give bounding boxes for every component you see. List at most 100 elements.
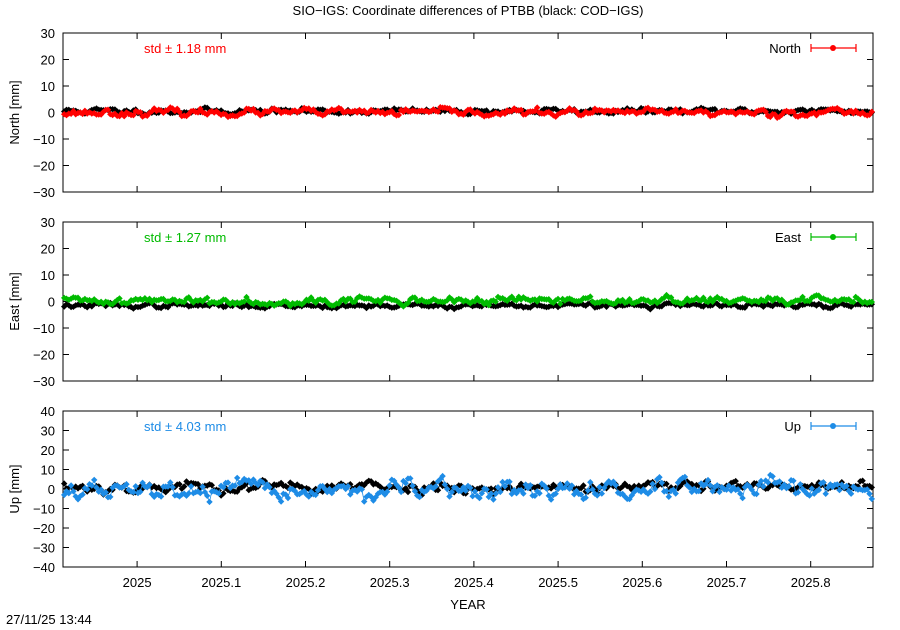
data-point bbox=[852, 107, 859, 114]
data-point bbox=[774, 295, 781, 302]
data-point bbox=[654, 476, 661, 483]
data-point bbox=[776, 478, 783, 485]
data-point bbox=[642, 488, 649, 496]
data-point bbox=[857, 486, 864, 493]
data-point bbox=[755, 481, 762, 488]
data-point bbox=[847, 303, 855, 310]
data-point bbox=[247, 480, 255, 487]
data-point bbox=[434, 108, 442, 115]
data-point bbox=[564, 107, 571, 115]
data-point bbox=[587, 293, 594, 300]
data-point bbox=[598, 107, 605, 114]
data-point bbox=[744, 108, 751, 115]
data-point bbox=[547, 298, 555, 305]
data-point bbox=[534, 104, 541, 111]
legend-marker bbox=[830, 45, 836, 51]
y-tick-label: 10 bbox=[41, 268, 55, 283]
data-point bbox=[587, 299, 594, 307]
data-point bbox=[123, 109, 130, 116]
data-point bbox=[123, 300, 130, 307]
data-point bbox=[637, 104, 645, 112]
data-point bbox=[441, 481, 449, 488]
data-point bbox=[677, 106, 684, 113]
data-point bbox=[635, 487, 642, 494]
data-point bbox=[204, 492, 211, 499]
data-point bbox=[822, 490, 829, 497]
data-point bbox=[224, 486, 232, 494]
data-point bbox=[527, 304, 534, 311]
data-point bbox=[778, 111, 785, 118]
data-point bbox=[778, 296, 785, 303]
legend-key bbox=[810, 233, 857, 241]
data-point bbox=[527, 482, 534, 489]
data-point bbox=[732, 111, 739, 118]
data-point bbox=[312, 491, 319, 499]
data-point bbox=[137, 109, 144, 116]
data-point bbox=[635, 482, 642, 489]
data-point bbox=[361, 498, 368, 505]
data-point bbox=[284, 494, 292, 502]
data-point bbox=[146, 109, 153, 117]
x-tick-label: 2025.4 bbox=[454, 575, 494, 590]
data-point bbox=[164, 106, 172, 114]
data-point bbox=[808, 106, 815, 113]
data-point bbox=[554, 485, 562, 492]
y-tick-label: 0 bbox=[48, 295, 55, 310]
data-point bbox=[508, 293, 515, 300]
data-point bbox=[157, 493, 165, 500]
y-tick-label: 10 bbox=[41, 463, 55, 478]
data-point bbox=[478, 490, 485, 497]
x-tick-label: 2025.6 bbox=[622, 575, 662, 590]
x-tick-label: 2025.8 bbox=[791, 575, 831, 590]
data-point bbox=[181, 483, 188, 490]
data-point bbox=[79, 110, 86, 118]
data-point bbox=[72, 493, 79, 500]
data-point bbox=[557, 481, 564, 488]
data-point bbox=[799, 111, 806, 118]
data-point bbox=[490, 111, 497, 118]
data-point bbox=[527, 297, 534, 304]
data-point bbox=[545, 303, 552, 310]
y-tick-label: −10 bbox=[33, 502, 55, 517]
data-point bbox=[631, 299, 638, 307]
data-point bbox=[344, 483, 352, 490]
data-point bbox=[517, 487, 525, 494]
data-point bbox=[834, 481, 841, 488]
data-point bbox=[714, 482, 721, 489]
data-point bbox=[386, 109, 393, 116]
data-point bbox=[748, 298, 755, 306]
data-point bbox=[769, 473, 776, 480]
data-point bbox=[757, 296, 765, 303]
data-point bbox=[287, 109, 294, 116]
data-point bbox=[631, 108, 638, 115]
std-label: std ± 1.18 mm bbox=[144, 41, 226, 56]
data-point bbox=[647, 488, 654, 495]
data-point bbox=[868, 484, 875, 491]
data-point bbox=[582, 108, 589, 115]
data-point bbox=[857, 110, 864, 118]
data-point bbox=[130, 488, 137, 496]
data-point bbox=[642, 481, 649, 488]
data-point bbox=[72, 111, 79, 118]
data-point bbox=[757, 477, 765, 485]
data-point bbox=[628, 492, 635, 499]
data-point bbox=[545, 492, 552, 499]
data-point bbox=[277, 498, 285, 505]
data-point bbox=[781, 481, 788, 488]
data-point bbox=[386, 482, 393, 489]
data-point bbox=[677, 476, 684, 483]
data-point bbox=[843, 482, 850, 490]
data-point bbox=[667, 294, 675, 301]
data-point bbox=[545, 296, 552, 303]
data-point bbox=[545, 484, 552, 491]
data-point bbox=[552, 483, 559, 491]
data-point bbox=[868, 108, 875, 115]
data-point bbox=[607, 108, 615, 115]
data-point bbox=[804, 490, 811, 498]
x-tick-label: 2025 bbox=[123, 575, 152, 590]
data-point bbox=[545, 108, 552, 116]
data-point bbox=[541, 110, 548, 117]
data-point bbox=[718, 108, 725, 116]
data-point bbox=[164, 483, 172, 490]
data-point bbox=[402, 480, 409, 487]
